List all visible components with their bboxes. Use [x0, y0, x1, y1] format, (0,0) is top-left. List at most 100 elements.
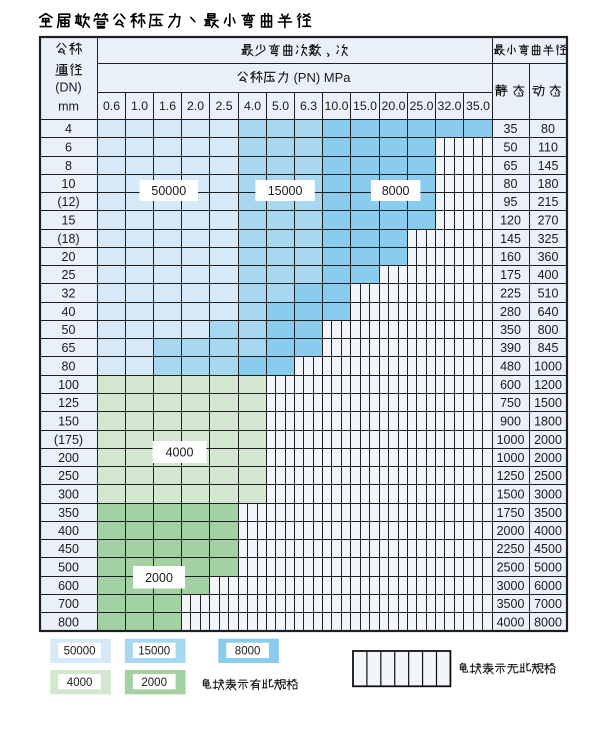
svg-text:4000: 4000	[497, 615, 525, 629]
svg-text:15.0: 15.0	[353, 99, 377, 113]
svg-text:4.0: 4.0	[244, 99, 261, 113]
svg-text:100: 100	[58, 378, 79, 392]
svg-text:1000: 1000	[497, 451, 525, 465]
svg-text:145: 145	[500, 232, 521, 246]
svg-text:800: 800	[538, 323, 559, 337]
svg-text:5000: 5000	[534, 560, 562, 574]
svg-text:325: 325	[538, 232, 559, 246]
svg-text:2500: 2500	[497, 560, 525, 574]
svg-text:700: 700	[58, 597, 79, 611]
svg-text:50000: 50000	[64, 646, 96, 658]
svg-text:750: 750	[500, 396, 521, 410]
svg-text:400: 400	[538, 268, 559, 282]
svg-text:32: 32	[62, 286, 76, 300]
svg-text:450: 450	[58, 542, 79, 556]
svg-text:25.0: 25.0	[410, 99, 434, 113]
svg-text:120: 120	[500, 213, 521, 227]
svg-text:4000: 4000	[166, 446, 194, 460]
svg-text:(DN): (DN)	[55, 81, 81, 95]
svg-text:225: 225	[500, 286, 521, 300]
svg-text:(PN) MPa: (PN) MPa	[293, 70, 351, 85]
svg-text:20.0: 20.0	[382, 99, 406, 113]
svg-text:95: 95	[504, 195, 518, 209]
svg-text:600: 600	[58, 579, 79, 593]
svg-text:180: 180	[538, 177, 559, 191]
svg-text:845: 845	[538, 341, 559, 355]
svg-text:3000: 3000	[534, 487, 562, 501]
svg-text:65: 65	[504, 159, 518, 173]
svg-text:(18): (18)	[57, 232, 79, 246]
svg-text:2000: 2000	[497, 524, 525, 538]
svg-text:1250: 1250	[497, 469, 525, 483]
svg-text:510: 510	[538, 286, 559, 300]
svg-text:3500: 3500	[534, 506, 562, 520]
svg-text:8000: 8000	[382, 184, 410, 198]
svg-text:32.0: 32.0	[438, 99, 462, 113]
svg-text:6.3: 6.3	[300, 99, 317, 113]
svg-text:900: 900	[500, 414, 521, 428]
svg-text:2250: 2250	[497, 542, 525, 556]
svg-text:390: 390	[500, 341, 521, 355]
svg-text:200: 200	[58, 451, 79, 465]
svg-text:1200: 1200	[534, 378, 562, 392]
svg-text:350: 350	[58, 506, 79, 520]
svg-text:160: 160	[500, 250, 521, 264]
svg-text:1750: 1750	[497, 506, 525, 520]
svg-text:1500: 1500	[534, 396, 562, 410]
svg-text:280: 280	[500, 305, 521, 319]
svg-text:125: 125	[58, 396, 79, 410]
svg-text:175: 175	[500, 268, 521, 282]
svg-text:10: 10	[62, 177, 76, 191]
svg-text:1.0: 1.0	[131, 99, 148, 113]
svg-text:2.0: 2.0	[187, 99, 204, 113]
svg-text:500: 500	[58, 560, 79, 574]
svg-text:(12): (12)	[57, 195, 79, 209]
svg-text:1000: 1000	[534, 359, 562, 373]
svg-text:270: 270	[538, 213, 559, 227]
svg-text:3000: 3000	[497, 579, 525, 593]
svg-text:250: 250	[58, 469, 79, 483]
svg-text:1800: 1800	[534, 414, 562, 428]
svg-text:145: 145	[538, 159, 559, 173]
svg-text:35.0: 35.0	[466, 99, 490, 113]
svg-text:15000: 15000	[138, 646, 170, 658]
svg-text:7000: 7000	[534, 597, 562, 611]
svg-text:25: 25	[62, 268, 76, 282]
svg-text:2000: 2000	[145, 571, 173, 585]
svg-text:15: 15	[62, 213, 76, 227]
svg-text:8000: 8000	[534, 615, 562, 629]
svg-text:1.6: 1.6	[159, 99, 176, 113]
svg-text:110: 110	[538, 140, 558, 154]
svg-text:15000: 15000	[268, 184, 303, 198]
svg-text:0.6: 0.6	[103, 99, 120, 113]
svg-text:35: 35	[504, 122, 518, 136]
svg-text:4: 4	[65, 122, 72, 136]
svg-text:mm: mm	[58, 100, 79, 114]
svg-text:80: 80	[62, 359, 76, 373]
svg-text:5.0: 5.0	[272, 99, 289, 113]
svg-text:(175): (175)	[54, 433, 83, 447]
svg-text:80: 80	[541, 122, 555, 136]
svg-text:2000: 2000	[534, 451, 562, 465]
svg-text:50: 50	[504, 140, 518, 154]
svg-text:2000: 2000	[141, 677, 167, 689]
svg-text:360: 360	[538, 250, 559, 264]
svg-text:65: 65	[62, 341, 76, 355]
svg-text:350: 350	[500, 323, 521, 337]
svg-text:215: 215	[538, 195, 559, 209]
svg-text:4000: 4000	[534, 524, 562, 538]
svg-text:50000: 50000	[151, 184, 186, 198]
svg-text:600: 600	[500, 378, 521, 392]
svg-text:800: 800	[58, 615, 79, 629]
svg-text:150: 150	[58, 414, 79, 428]
svg-text:50: 50	[62, 323, 76, 337]
svg-text:480: 480	[500, 359, 521, 373]
svg-text:2500: 2500	[534, 469, 562, 483]
svg-text:3500: 3500	[497, 597, 525, 611]
svg-text:1000: 1000	[497, 433, 525, 447]
svg-text:40: 40	[62, 305, 76, 319]
svg-text:10.0: 10.0	[325, 99, 349, 113]
svg-text:300: 300	[58, 487, 79, 501]
svg-text:8: 8	[65, 159, 72, 173]
svg-text:80: 80	[504, 177, 518, 191]
